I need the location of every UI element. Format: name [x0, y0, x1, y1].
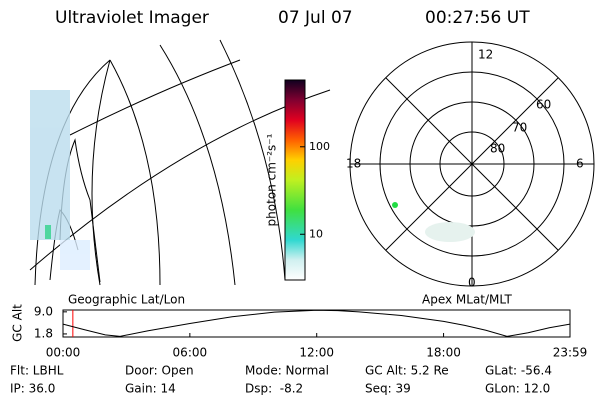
- y-tick-label: 1.8: [34, 326, 53, 340]
- x-tick-label: 23:59: [553, 346, 588, 360]
- info-field: GLat: -56.4: [485, 364, 552, 378]
- title: Ultraviolet Imager: [55, 8, 209, 28]
- info-field: GC Alt: 5.2 Re: [365, 364, 449, 378]
- info-field: GLon: 12.0: [485, 382, 550, 396]
- polar-plot: [349, 41, 595, 287]
- x-tick-label: 18:00: [426, 346, 461, 360]
- colorbar: [284, 79, 306, 281]
- colorbar-label: photon cm⁻²s⁻¹: [265, 133, 279, 226]
- info-field: Flt: LBHL: [10, 364, 64, 378]
- map-label: Apex MLat/MLT: [422, 293, 512, 307]
- x-tick-label: 06:00: [173, 346, 208, 360]
- lat-label: 80: [490, 142, 505, 156]
- time: 00:27:56 UT: [425, 8, 530, 28]
- altitude-line: [62, 309, 571, 337]
- info-field: Mode: Normal: [245, 364, 329, 378]
- mlt-label: 18: [346, 157, 361, 171]
- y-tick-label: 9.0: [34, 304, 53, 318]
- mlt-label: 12: [478, 48, 493, 62]
- geo-map: [29, 39, 331, 286]
- date: 07 Jul 07: [278, 8, 353, 28]
- info-field: Gain: 14: [125, 382, 176, 396]
- x-tick-label: 00:00: [46, 346, 81, 360]
- y-axis-label: GC Alt: [11, 304, 25, 342]
- tick-label: 10: [309, 227, 323, 240]
- info-field: IP: 36.0: [10, 382, 55, 396]
- x-tick-label: 12:00: [299, 346, 334, 360]
- map-label: Geographic Lat/Lon: [68, 293, 185, 307]
- info-field: Door: Open: [125, 364, 194, 378]
- tick-label: 100: [309, 140, 330, 153]
- mlt-label: 6: [576, 157, 584, 171]
- mlt-label: 0: [468, 276, 476, 290]
- lat-label: 70: [512, 121, 527, 135]
- info-field: Dsp: -8.2: [245, 382, 303, 396]
- info-field: Seq: 39: [365, 382, 411, 396]
- lat-label: 60: [536, 98, 551, 112]
